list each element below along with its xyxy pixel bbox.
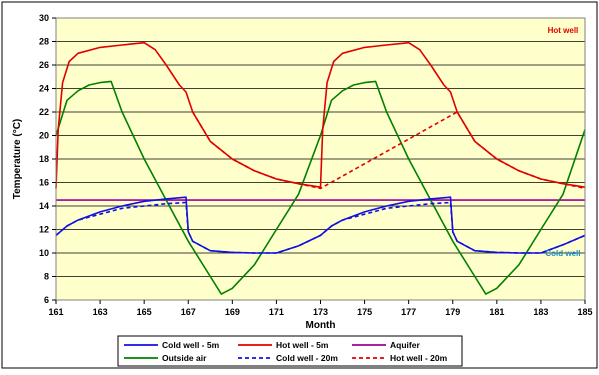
legend-label: Cold well - 5m (162, 340, 220, 350)
y-tick-label: 30 (39, 13, 49, 23)
y-tick-label: 16 (39, 178, 49, 188)
annotation-label: Hot well (548, 26, 579, 35)
y-tick-label: 24 (39, 84, 49, 94)
y-tick-label: 10 (39, 248, 49, 258)
x-tick-label: 173 (313, 307, 328, 317)
x-tick-label: 163 (93, 307, 108, 317)
x-tick-label: 171 (269, 307, 284, 317)
legend-label: Aquifer (390, 340, 420, 350)
y-tick-label: 28 (39, 37, 49, 47)
x-tick-label: 175 (357, 307, 372, 317)
y-tick-label: 14 (39, 201, 49, 211)
legend-label: Outside air (162, 353, 207, 363)
x-tick-label: 185 (577, 307, 592, 317)
legend: Cold well - 5m Hot well - 5m Aquifer Outsid… (118, 336, 462, 366)
x-tick-label: 169 (225, 307, 240, 317)
x-tick-label: 167 (181, 307, 196, 317)
y-tick-label: 26 (39, 60, 49, 70)
y-tick-label: 6 (44, 295, 49, 305)
x-tick-label: 161 (48, 307, 63, 317)
legend-label: Cold well - 20m (276, 353, 338, 363)
y-axis-label: Temperature (°C) (12, 119, 23, 200)
legend-label: Hot well - 5m (276, 340, 329, 350)
y-tick-label: 12 (39, 225, 49, 235)
x-tick-label: 181 (489, 307, 504, 317)
x-tick-label: 177 (401, 307, 416, 317)
y-tick-label: 20 (39, 131, 49, 141)
x-tick-label: 183 (533, 307, 548, 317)
x-axis-label: Month (306, 320, 336, 331)
x-tick-label: 165 (137, 307, 152, 317)
legend-label: Hot well - 20m (390, 353, 448, 363)
y-tick-label: 8 (44, 272, 49, 282)
y-tick-label: 18 (39, 154, 49, 164)
y-tick-label: 22 (39, 107, 49, 117)
annotation-label: Cold well (545, 249, 580, 258)
x-tick-label: 179 (445, 307, 460, 317)
